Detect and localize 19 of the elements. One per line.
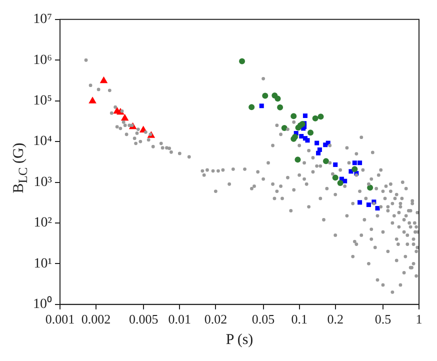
x-tick-label: 0.001	[45, 312, 75, 327]
x-tick-label: 1	[416, 312, 422, 327]
x-tick-label: 0.005	[129, 312, 158, 327]
y-tick-label: 10⁴	[33, 134, 52, 150]
x-tick-label: 0.002	[81, 312, 111, 327]
x-tick-label: 0.5	[374, 312, 392, 327]
x-tick-label: 0.1	[291, 312, 308, 327]
x-tick-label: 0.01	[168, 312, 192, 327]
y-tick-label: 10³	[34, 174, 52, 190]
x-axis-title: P (s)	[226, 332, 254, 348]
y-tick-label: 10⁷	[33, 12, 52, 28]
y-tick-label: 10²	[34, 216, 52, 231]
x-tick-label: 0.05	[252, 312, 275, 327]
y-tick-label: 10⁰	[33, 296, 52, 312]
y-tick-label: 10⁵	[33, 94, 52, 108]
y-tick-label: 10¹	[34, 256, 52, 272]
x-tick-label: 0.2	[327, 312, 344, 327]
x-tick-label: 0.02	[204, 312, 228, 327]
y-tick-label: 10⁶	[33, 52, 52, 68]
